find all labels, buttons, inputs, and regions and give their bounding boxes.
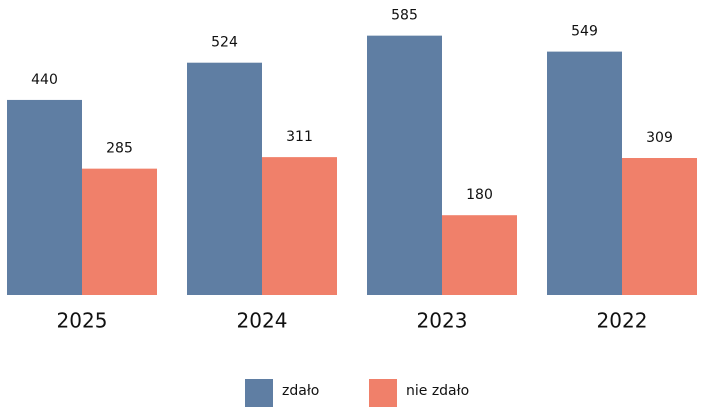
data-label: 549 bbox=[571, 24, 598, 40]
bar bbox=[622, 158, 697, 295]
data-label: 285 bbox=[106, 141, 133, 157]
bar bbox=[367, 35, 442, 296]
data-label: 180 bbox=[466, 187, 493, 203]
data-label: 311 bbox=[286, 129, 313, 145]
legend-swatch bbox=[369, 379, 397, 407]
x-tick-label: 2024 bbox=[237, 309, 288, 333]
data-label: 440 bbox=[31, 72, 58, 88]
bar bbox=[82, 168, 157, 295]
legend-label: nie zdało bbox=[406, 383, 469, 399]
data-label: 585 bbox=[391, 8, 418, 24]
bar bbox=[187, 62, 262, 296]
x-tick-label: 2023 bbox=[417, 309, 468, 333]
data-label: 309 bbox=[646, 130, 673, 146]
legend-label: zdało bbox=[282, 383, 319, 399]
bar bbox=[547, 51, 622, 295]
data-label: 524 bbox=[211, 35, 238, 51]
bar bbox=[7, 99, 82, 295]
bar bbox=[442, 215, 517, 295]
x-tick-label: 2025 bbox=[57, 309, 108, 333]
x-tick-label: 2022 bbox=[597, 309, 648, 333]
legend-swatch bbox=[245, 379, 273, 407]
bar bbox=[262, 157, 337, 295]
